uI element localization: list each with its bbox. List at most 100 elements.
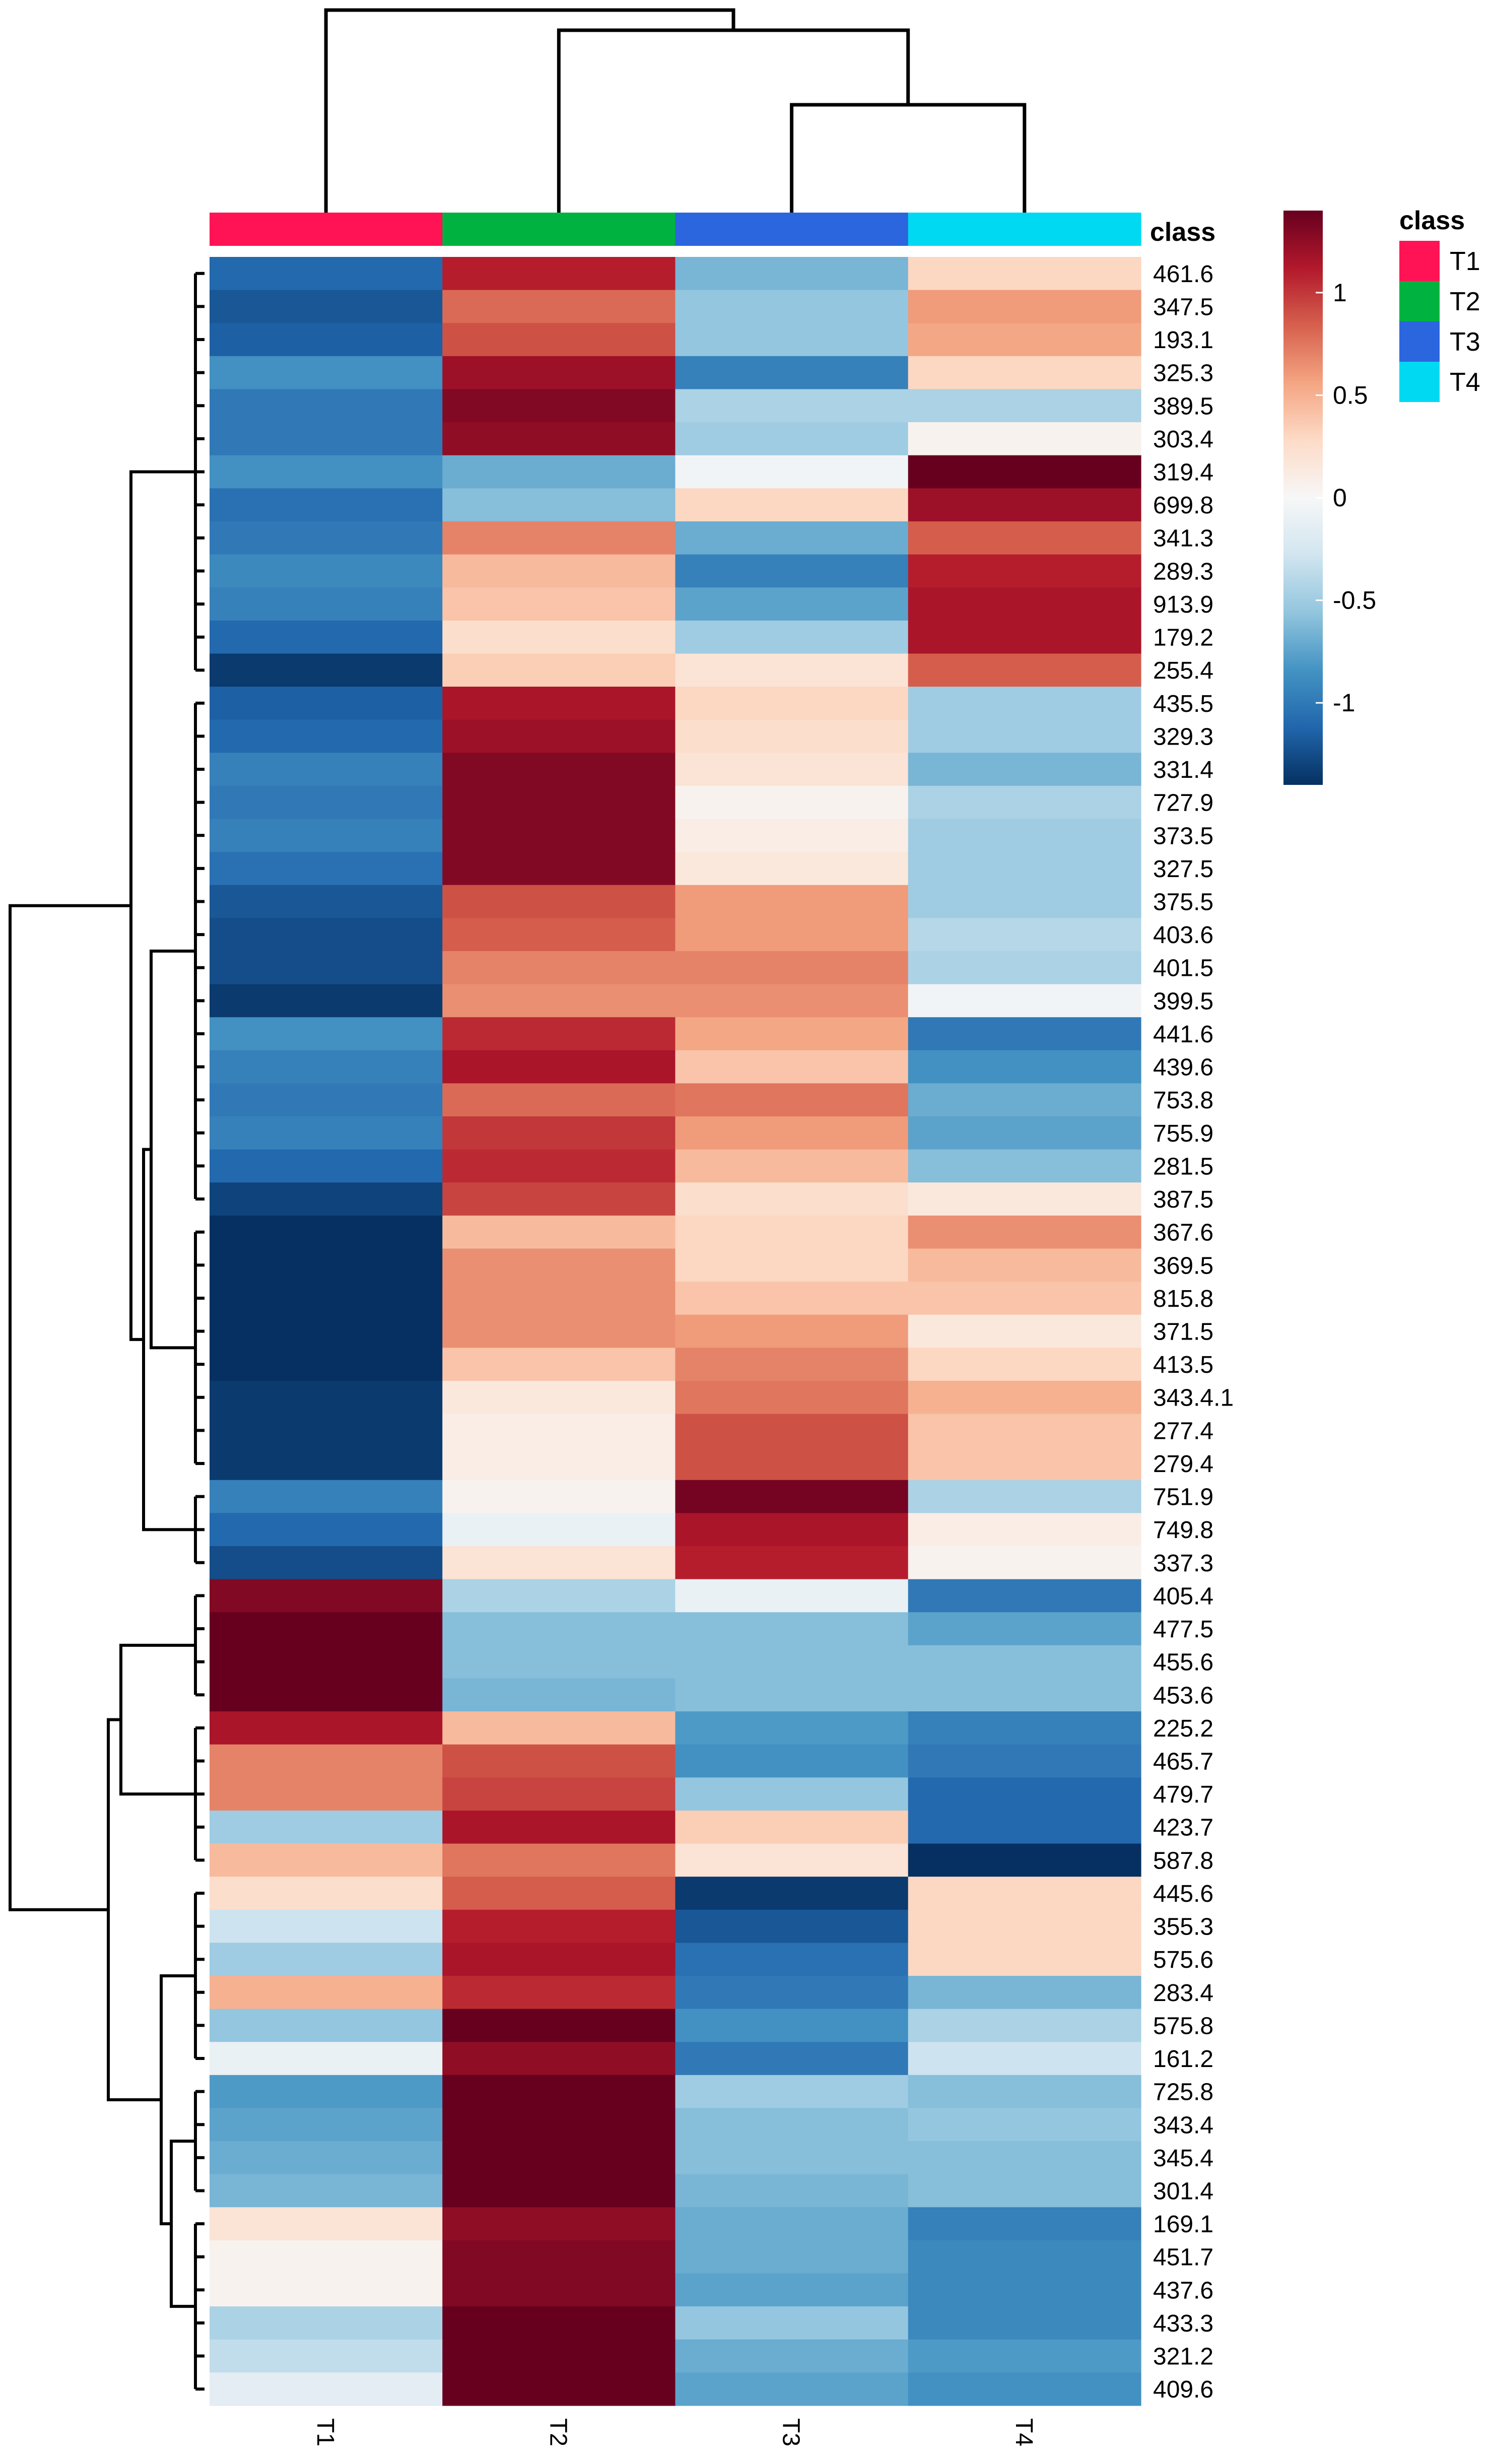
row-label: 751.9 <box>1153 1484 1213 1511</box>
heatmap-cell <box>675 2339 909 2373</box>
heatmap-cell <box>675 2042 909 2076</box>
row-label: 325.3 <box>1153 360 1213 387</box>
row-label: 461.6 <box>1153 261 1213 288</box>
heatmap-cell <box>908 2042 1141 2076</box>
heatmap-cell <box>210 1909 443 1943</box>
heatmap-cell <box>908 1579 1141 1613</box>
legend-label: T2 <box>1450 287 1480 316</box>
heatmap-cell <box>675 1248 909 1282</box>
row-label: 575.6 <box>1153 1947 1213 1973</box>
heatmap-cell <box>675 1909 909 1943</box>
heatmap-cell <box>908 1017 1141 1051</box>
row-label: 465.7 <box>1153 1749 1213 1775</box>
heatmap-cell <box>908 257 1141 291</box>
heatmap-cell <box>908 1050 1141 1084</box>
heatmap-cell <box>210 587 443 621</box>
heatmap-cell <box>210 1513 443 1547</box>
row-label: 301.4 <box>1153 2178 1213 2205</box>
row-label: 409.6 <box>1153 2376 1213 2403</box>
row-label: 225.2 <box>1153 1715 1213 1742</box>
row-label: 389.5 <box>1153 393 1213 420</box>
row-label: 343.4 <box>1153 2112 1213 2139</box>
heatmap-cell <box>210 257 443 291</box>
heatmap-cell <box>210 1083 443 1117</box>
heatmap-cell <box>908 1348 1141 1381</box>
row-label: 435.5 <box>1153 691 1213 717</box>
legend-swatch <box>1399 241 1440 281</box>
column-label: T1 <box>312 2418 338 2446</box>
heatmap-cell <box>908 1513 1141 1547</box>
heatmap-cell <box>675 2372 909 2406</box>
heatmap-cell <box>210 323 443 357</box>
heatmap-cell <box>210 1546 443 1580</box>
heatmap-cell <box>442 620 676 654</box>
heatmap-cell <box>675 1877 909 1910</box>
row-label: 255.4 <box>1153 657 1213 684</box>
heatmap-cell <box>442 1579 676 1613</box>
heatmap-cell <box>675 2174 909 2208</box>
heatmap-cell <box>210 1744 443 1778</box>
row-label: 161.2 <box>1153 2046 1213 2073</box>
row-label: 405.4 <box>1153 1583 1213 1610</box>
heatmap-cell <box>908 1314 1141 1348</box>
heatmap-cell <box>908 1182 1141 1216</box>
row-label: 445.6 <box>1153 1881 1213 1907</box>
heatmap-cell <box>442 1943 676 1976</box>
heatmap-cell <box>675 687 909 720</box>
heatmap-cell <box>442 2372 676 2406</box>
heatmap-cell <box>908 785 1141 820</box>
heatmap-cell <box>675 653 909 687</box>
heatmap-cell <box>675 1380 909 1415</box>
heatmap-cell <box>908 687 1141 720</box>
heatmap-cell <box>675 1414 909 1447</box>
row-label: 699.8 <box>1153 492 1213 519</box>
heatmap-cell <box>675 620 909 654</box>
heatmap-cell <box>210 1314 443 1348</box>
heatmap-cell <box>210 2207 443 2241</box>
row-label: 413.5 <box>1153 1352 1213 1378</box>
heatmap-cell <box>442 984 676 1018</box>
heatmap-cell <box>675 290 909 323</box>
row-label: 367.6 <box>1153 1220 1213 1246</box>
heatmap-cell <box>675 257 909 291</box>
heatmap-cell <box>675 1579 909 1613</box>
heatmap-cell <box>442 1909 676 1943</box>
legend-label: T1 <box>1450 247 1480 276</box>
row-label: 753.8 <box>1153 1087 1213 1114</box>
heatmap-cell <box>908 2174 1141 2208</box>
heatmap-cell <box>442 2240 676 2274</box>
row-label: 587.8 <box>1153 1847 1213 1874</box>
heatmap-cell <box>210 819 443 852</box>
row-label: 727.9 <box>1153 790 1213 817</box>
heatmap-cell <box>442 653 676 687</box>
heatmap-cell <box>210 951 443 985</box>
row-label: 439.6 <box>1153 1054 1213 1081</box>
row-label: 193.1 <box>1153 327 1213 354</box>
heatmap-cell <box>908 554 1141 588</box>
heatmap-cell <box>442 1149 676 1183</box>
class-bar-segment <box>908 213 1141 246</box>
heatmap-cell <box>908 2108 1141 2142</box>
dendrogram-branch <box>9 904 131 1911</box>
heatmap-cell <box>210 852 443 886</box>
legend-label: T4 <box>1450 368 1480 397</box>
heatmap-cell <box>210 785 443 820</box>
heatmap-cell <box>908 1546 1141 1580</box>
heatmap-cell <box>210 620 443 654</box>
heatmap-cell <box>908 1711 1141 1745</box>
heatmap-cell <box>210 1480 443 1513</box>
heatmap-cell <box>210 1149 443 1183</box>
row-label: 341.3 <box>1153 525 1213 552</box>
heatmap-cell <box>908 885 1141 918</box>
heatmap-cell <box>442 422 676 456</box>
heatmap-cell <box>442 719 676 753</box>
heatmap-cell <box>675 2141 909 2175</box>
heatmap-cell <box>210 2174 443 2208</box>
heatmap-cell <box>442 1314 676 1348</box>
heatmap-cell <box>675 2306 909 2340</box>
row-label: 387.5 <box>1153 1186 1213 1213</box>
heatmap-cell <box>675 554 909 588</box>
heatmap-cell <box>442 753 676 786</box>
heatmap-cell <box>908 2207 1141 2241</box>
